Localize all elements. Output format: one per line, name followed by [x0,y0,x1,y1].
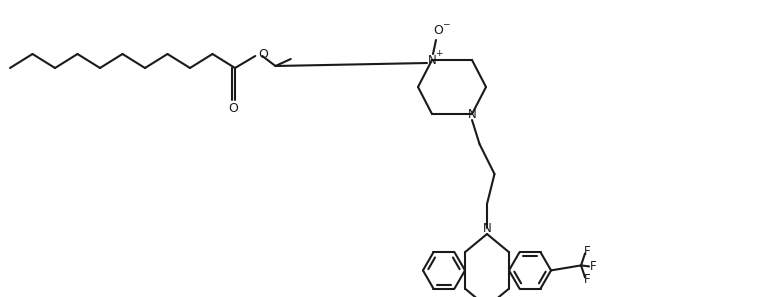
Text: F: F [584,245,591,258]
Text: F: F [584,273,591,286]
Text: N: N [427,53,437,67]
Text: N: N [482,222,492,235]
Text: −: − [442,20,450,29]
Text: O: O [433,24,443,37]
Text: O: O [228,102,238,116]
Text: +: + [435,48,443,58]
Text: N: N [468,108,476,121]
Text: O: O [258,48,268,61]
Text: F: F [590,260,596,273]
